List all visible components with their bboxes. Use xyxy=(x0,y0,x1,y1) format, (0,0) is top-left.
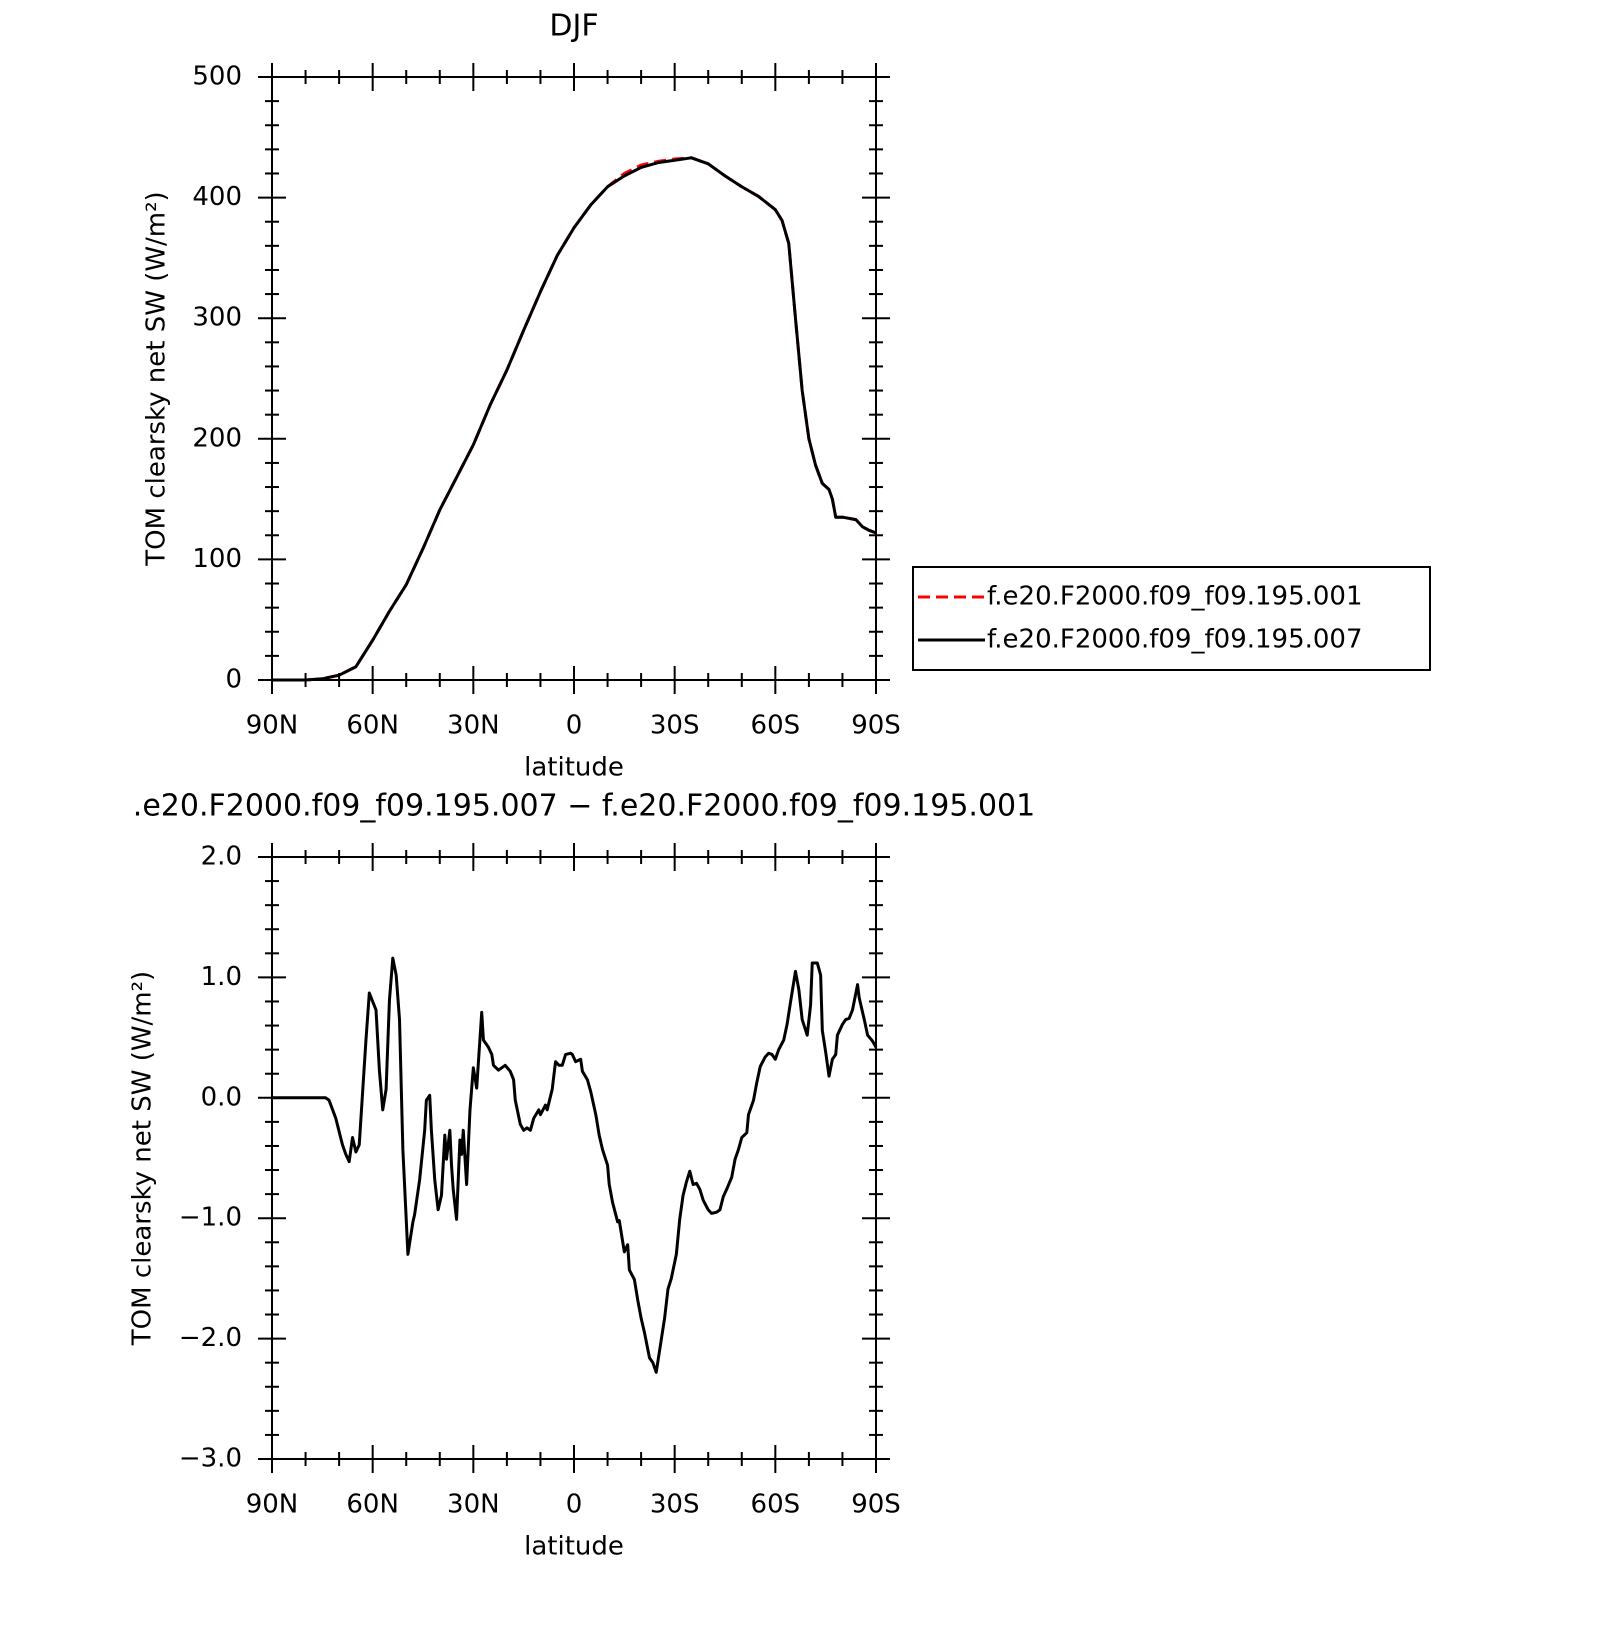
x-tick-label: 30N xyxy=(447,711,500,741)
y-tick-label: 100 xyxy=(192,544,242,574)
x-tick-label: 60S xyxy=(751,1490,801,1520)
legend-label: f.e20.F2000.f09_f09.195.001 xyxy=(987,582,1363,612)
y-tick-label: 1.0 xyxy=(201,962,242,992)
x-axis-label: latitude xyxy=(524,1532,624,1562)
x-tick-label: 90N xyxy=(246,711,299,741)
plot-frame xyxy=(271,76,877,681)
y-tick-label: −3.0 xyxy=(179,1444,242,1474)
x-tick-label: 60S xyxy=(751,711,801,741)
x-tick-label: 30N xyxy=(447,1490,500,1520)
x-tick-label: 0 xyxy=(566,711,583,741)
x-tick-label: 0 xyxy=(566,1490,583,1520)
x-tick-label: 90S xyxy=(851,711,901,741)
x-tick-label: 90N xyxy=(246,1490,299,1520)
chart-title: DJF xyxy=(549,9,598,44)
y-tick-label: 0.0 xyxy=(201,1082,242,1112)
y-tick-label: −1.0 xyxy=(179,1203,242,1233)
x-tick-label: 90S xyxy=(851,1490,901,1520)
y-tick-label: −2.0 xyxy=(179,1323,242,1353)
x-tick-label: 30S xyxy=(650,1490,700,1520)
y-axis-label: TOM clearsky net SW (W/m²) xyxy=(142,191,172,566)
legend-box xyxy=(912,566,1431,671)
plot-frame xyxy=(271,856,877,1460)
y-tick-label: 300 xyxy=(192,303,242,333)
y-axis-label: TOM clearsky net SW (W/m²) xyxy=(128,971,158,1346)
x-tick-label: 30S xyxy=(650,711,700,741)
y-tick-label: 500 xyxy=(192,62,242,92)
legend-label: f.e20.F2000.f09_f09.195.007 xyxy=(987,625,1363,655)
x-axis-label: latitude xyxy=(524,753,624,783)
chart-title: .e20.F2000.f09_f09.195.007 − f.e20.F2000… xyxy=(133,789,1035,824)
y-tick-label: 200 xyxy=(192,423,242,453)
data-line xyxy=(272,956,878,1374)
x-tick-label: 60N xyxy=(346,1490,399,1520)
y-tick-label: 400 xyxy=(192,182,242,212)
y-tick-label: 2.0 xyxy=(201,842,242,872)
y-tick-label: 0 xyxy=(225,665,242,695)
data-line xyxy=(272,156,877,682)
x-tick-label: 60N xyxy=(346,711,399,741)
